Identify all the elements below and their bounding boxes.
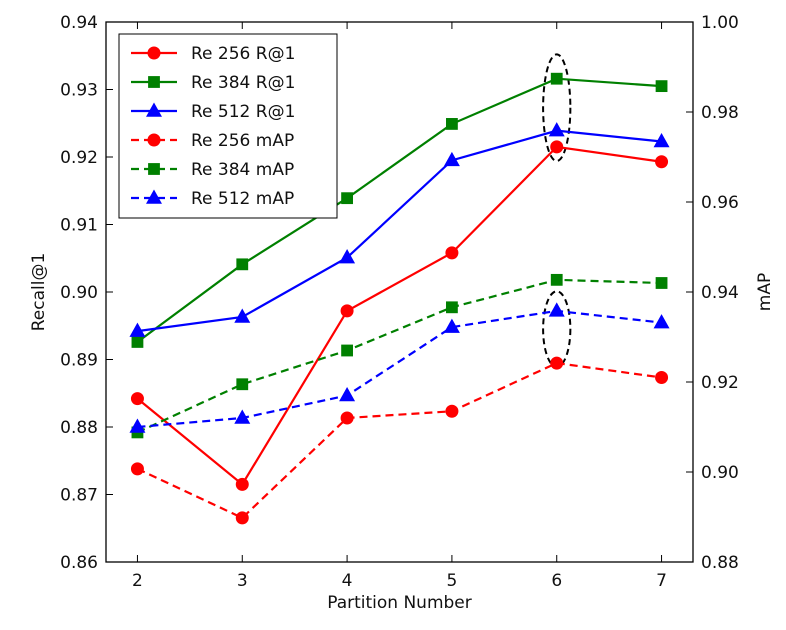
legend-marker: [146, 189, 162, 204]
data-point: [235, 511, 249, 525]
annotations: [542, 53, 572, 368]
series-group: [129, 72, 670, 525]
legend-label: Re 256 mAP: [191, 131, 294, 151]
data-point: [236, 258, 249, 271]
data-point: [548, 302, 565, 317]
y-right-tick-label: 0.98: [701, 103, 739, 123]
legend-label: Re 384 mAP: [191, 160, 294, 180]
data-point: [235, 477, 249, 491]
y-left-tick-label: 0.86: [60, 553, 98, 573]
y-axis-right-label: mAP: [755, 273, 775, 311]
series-re-256-map: [130, 356, 669, 525]
y-left-tick-label: 0.92: [60, 148, 98, 168]
legend-label: Re 256 R@1: [191, 44, 295, 64]
data-point: [653, 132, 670, 148]
y-right-tick-label: 0.96: [701, 193, 739, 213]
axes: 2 3 4 5 6 7 0.86 0.87 0.88 0.89 0.90 0.91 0.92 0.93 0.…: [60, 13, 739, 591]
data-point: [234, 308, 251, 323]
legend-label: Re 512 R@1: [191, 102, 295, 122]
y-left-tick-label: 0.87: [60, 486, 98, 506]
y-left-tick-label: 0.90: [60, 283, 98, 303]
legend: Re 256 R@1 Re 384 R@1 Re 512 R@1 Re 256 mAP…: [118, 33, 338, 219]
data-point: [339, 249, 356, 264]
x-tick-label: 2: [132, 571, 143, 591]
legend-entry: Re 512 mAP: [131, 189, 294, 209]
series-re-384-map: [131, 273, 668, 439]
y-left-tick-label: 0.89: [60, 351, 98, 371]
data-point: [341, 344, 353, 357]
y-left-tick-label: 0.88: [60, 418, 98, 438]
legend-marker: [148, 76, 160, 88]
series-line: [136, 361, 662, 520]
data-point: [655, 371, 669, 384]
legend-entry: Re 256 R@1: [131, 44, 295, 64]
y-axis-left-label: Recall@1: [29, 253, 49, 332]
series-re-384-r-1: [131, 72, 668, 348]
highlight-ellipse: [542, 53, 572, 163]
data-point: [443, 151, 460, 167]
series-line: [136, 278, 662, 434]
legend-marker: [147, 46, 161, 60]
legend-marker: [146, 102, 162, 117]
series-line: [137, 309, 662, 429]
legend-box: [118, 33, 338, 219]
y-left-tick-label: 0.93: [60, 81, 98, 101]
legend-entry: Re 384 R@1: [131, 73, 295, 93]
data-point: [130, 462, 144, 476]
legend-marker: [147, 133, 161, 147]
data-point: [655, 80, 668, 93]
data-point: [550, 140, 564, 154]
data-point: [129, 322, 146, 337]
data-point: [131, 336, 144, 348]
data-point: [446, 118, 458, 130]
x-tick-label: 6: [551, 571, 562, 591]
legend-entry: Re 512 R@1: [131, 102, 295, 122]
legend-marker: [148, 163, 160, 175]
x-tick-label: 7: [656, 571, 667, 591]
y-left-tick-label: 0.91: [60, 216, 98, 236]
data-point: [443, 318, 460, 333]
data-point: [339, 386, 356, 402]
data-point: [445, 404, 459, 418]
legend-label: Re 384 R@1: [191, 73, 295, 93]
x-tick-label: 3: [237, 571, 248, 591]
y-right-tick-label: 0.88: [701, 553, 739, 573]
data-point: [341, 192, 353, 205]
series-re-512-r-1: [129, 122, 670, 337]
data-point: [655, 277, 668, 289]
data-point: [130, 392, 144, 406]
x-axis-label: Partition Number: [327, 593, 472, 613]
data-point: [340, 411, 354, 425]
data-point: [234, 409, 251, 424]
y-right-tick-label: 0.94: [701, 283, 739, 303]
data-point: [550, 356, 564, 370]
data-point: [236, 378, 249, 391]
series-re-512-map: [129, 302, 670, 433]
series-line: [136, 77, 662, 343]
data-point: [446, 301, 458, 314]
legend-entry: Re 384 mAP: [131, 160, 294, 180]
data-point: [550, 273, 563, 286]
y-right-tick-label: 0.90: [701, 463, 739, 483]
x-tick-label: 5: [446, 571, 457, 591]
legend-label: Re 512 mAP: [191, 189, 294, 209]
series-re-256-r-1: [130, 140, 669, 491]
data-point: [655, 155, 669, 169]
y-right-tick-label: 0.92: [701, 373, 739, 393]
x-tick-label: 4: [342, 571, 353, 591]
y-right-tick-label: 1.00: [701, 13, 739, 33]
data-point: [340, 304, 354, 318]
legend-entry: Re 256 mAP: [131, 131, 294, 151]
data-point: [653, 314, 670, 329]
series-line: [137, 129, 662, 333]
data-point: [548, 122, 565, 137]
data-point: [129, 418, 146, 433]
y-left-tick-label: 0.94: [60, 13, 98, 33]
data-point: [445, 246, 459, 260]
series-line: [136, 145, 662, 487]
data-point: [550, 72, 563, 85]
